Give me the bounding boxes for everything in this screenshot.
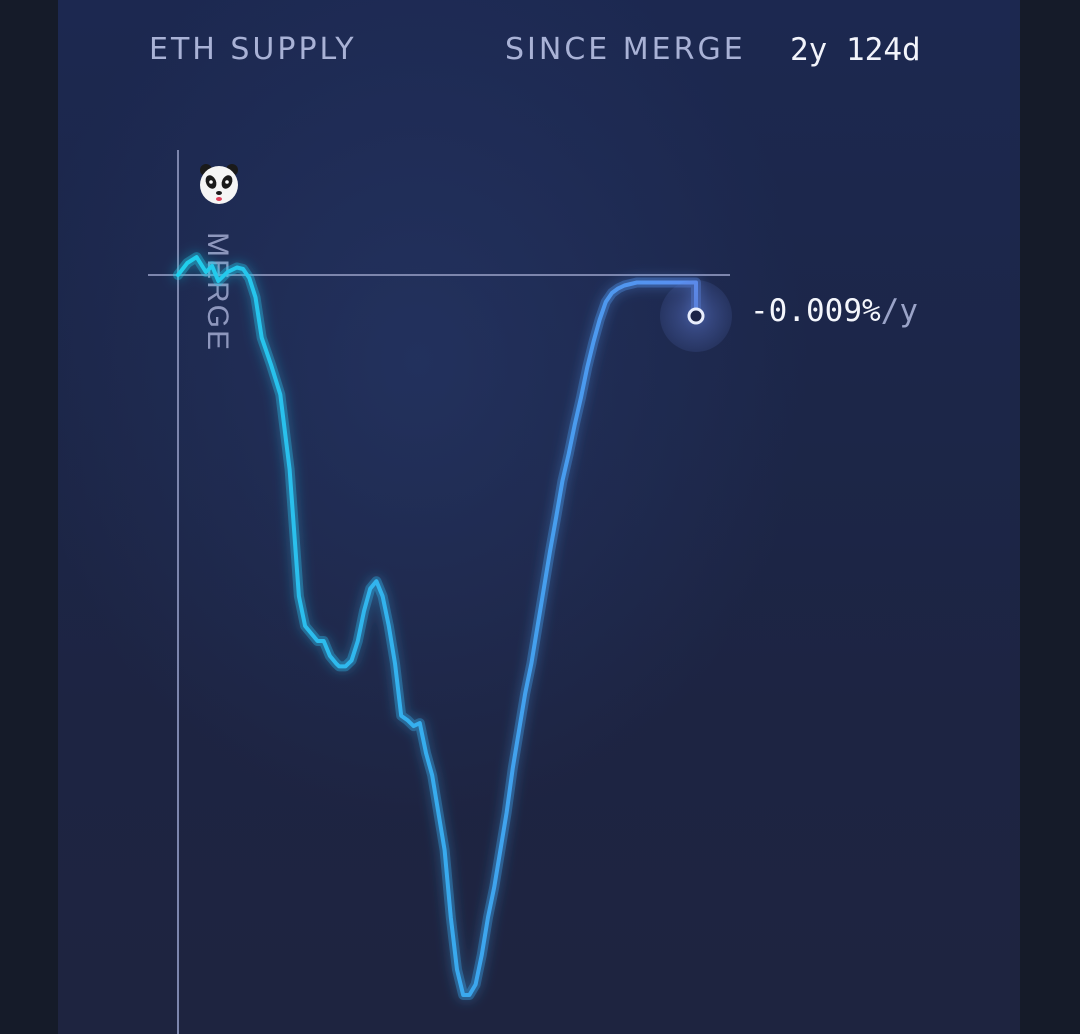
- supply-chart: MERGE: [148, 150, 732, 1034]
- supply-card: ETH SUPPLY SINCE MERGE 2y 124d: [58, 0, 1020, 1034]
- since-merge-value: 2y 124d: [790, 32, 921, 68]
- current-value-number: -0.009%: [750, 293, 881, 329]
- merge-label: MERGE: [201, 232, 234, 352]
- since-merge-label[interactable]: SINCE MERGE: [505, 32, 746, 67]
- current-value-label: -0.009%/y: [750, 293, 918, 329]
- current-value-unit: /y: [880, 293, 918, 329]
- supply-series-glow: [173, 252, 701, 1000]
- current-point-marker[interactable]: [687, 307, 705, 325]
- supply-series-line: [176, 255, 698, 997]
- chart-title: ETH SUPPLY: [149, 32, 357, 67]
- panda-icon[interactable]: [200, 164, 238, 204]
